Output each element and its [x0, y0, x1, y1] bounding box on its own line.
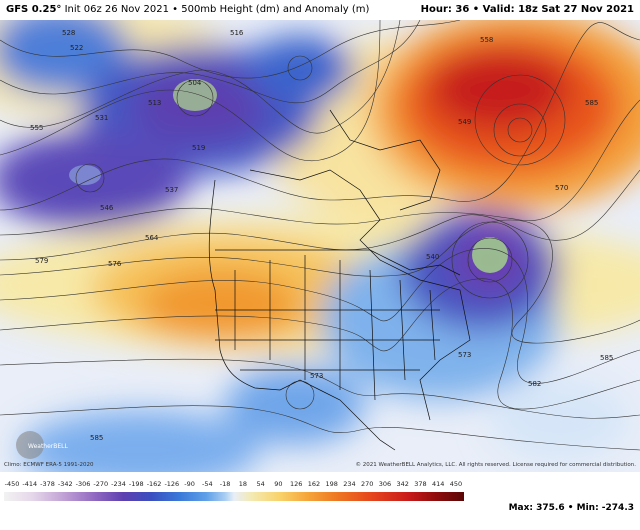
colorbar-labels: -450 -414 -378 -342 -306 -270 -234 -198 -162 -126…	[4, 480, 464, 492]
contour-label: 537	[165, 186, 178, 194]
colorbar-label: 234	[343, 480, 356, 488]
climo-credit: Climo: ECMWF ERA-5 1991-2020	[4, 462, 94, 468]
contour-label: 516	[230, 29, 244, 37]
contour-label: 573	[310, 372, 323, 380]
contour-label: 582	[528, 380, 541, 388]
anomaly-field	[0, 20, 640, 472]
contour-label: 531	[95, 114, 108, 122]
colorbar-label: 450	[449, 480, 463, 488]
colorbar-label: -450	[4, 480, 20, 488]
copyright: © 2021 WeatherBELL Analytics, LLC. All r…	[355, 462, 636, 468]
colorbar-label: -126	[164, 480, 180, 488]
colorbar-label: 90	[274, 480, 283, 488]
colorbar-label: -414	[22, 480, 38, 488]
colorbar-label: 342	[396, 480, 409, 488]
colorbar-label: -18	[219, 480, 231, 488]
header: GFS 0.25° Init 06z 26 Nov 2021 • 500mb H…	[0, 0, 640, 20]
colorbar-label: 378	[414, 480, 427, 488]
colorbar-label: 306	[378, 480, 392, 488]
model-name: GFS 0.25°	[6, 4, 62, 15]
colorbar-label: 414	[432, 480, 445, 488]
logo: WeatherBELL	[16, 431, 69, 459]
colorbar-label: -378	[40, 480, 55, 488]
colorbar	[4, 492, 464, 501]
init-text: Init 06z 26 Nov 2021 • 500mb Height (dm)…	[64, 4, 370, 15]
colorbar-label: -234	[111, 480, 126, 488]
contour-label: 564	[145, 234, 159, 242]
contour-label: 504	[188, 79, 202, 87]
contour-label: 528	[62, 29, 75, 37]
contour-label: 540	[426, 253, 439, 261]
colorbar-label: -162	[146, 480, 162, 488]
colorbar-label: 18	[238, 480, 248, 488]
contour-label: 555	[30, 124, 43, 132]
contour-labels: 522 516 504 513 519 528 531 537 546 555 …	[30, 29, 613, 442]
colorbar-label: 54	[256, 480, 265, 488]
contour-label: 513	[148, 99, 161, 107]
contour-label: 585	[600, 354, 613, 362]
contour-label: 558	[480, 36, 493, 44]
colorbar-label: -198	[128, 480, 144, 488]
contour-label: 585	[585, 99, 598, 107]
colorbar-label: 162	[307, 480, 321, 488]
borders	[208, 109, 471, 451]
colorbar-label: -342	[57, 480, 73, 488]
model-title: GFS 0.25° Init 06z 26 Nov 2021 • 500mb H…	[6, 0, 369, 20]
map: 522 516 504 513 519 528 531 537 546 555 …	[0, 20, 640, 472]
contour-label: 585	[90, 434, 103, 442]
contour-label: 570	[555, 184, 568, 192]
valid-time: Hour: 36 • Valid: 18z Sat 27 Nov 2021	[420, 4, 634, 15]
contour-label: 576	[108, 260, 122, 268]
colorbar-label: 198	[325, 480, 338, 488]
colorbar-label: -54	[202, 480, 213, 488]
contour-label: 522	[70, 44, 83, 52]
colorbar-label: -306	[75, 480, 91, 488]
colorbar-label: 126	[289, 480, 303, 488]
logo-text: WeatherBELL	[28, 443, 69, 450]
colorbar-label: -90	[184, 480, 195, 488]
contour-label: 519	[192, 144, 205, 152]
max-min: Max: 375.6 • Min: -274.3	[508, 503, 634, 513]
contour-label: 549	[458, 118, 471, 126]
colorbar-label: -270	[93, 480, 109, 488]
colorbar-label: 270	[360, 480, 374, 488]
contour-label: 579	[35, 257, 48, 265]
contour-label: 546	[100, 204, 114, 212]
contour-label: 573	[458, 351, 471, 359]
